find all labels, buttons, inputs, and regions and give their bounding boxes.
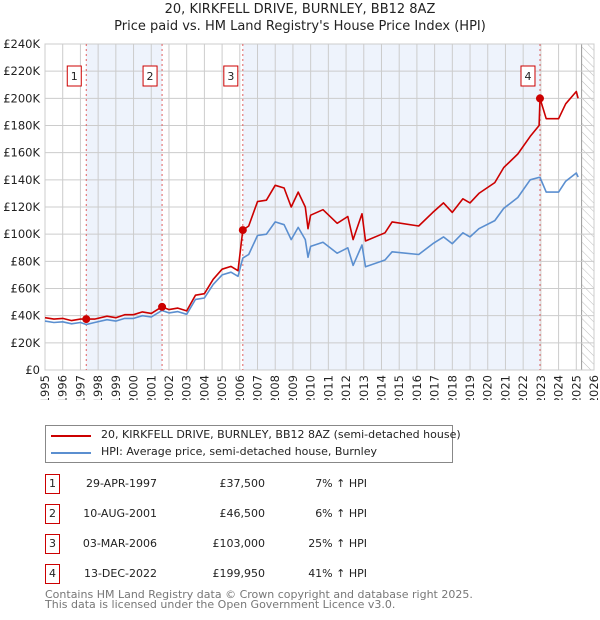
sale-row: 3 03-MAR-2006 £103,000 25% ↑ HPI <box>45 534 445 554</box>
x-tick-label: 2003 <box>180 375 194 400</box>
x-tick-label: 1996 <box>56 375 70 400</box>
x-tick-label: 2026 <box>587 375 600 400</box>
chart-subtitle: Price paid vs. HM Land Registry's House … <box>114 19 486 34</box>
y-tick-label: £80K <box>11 254 41 268</box>
x-tick-label: 2006 <box>233 375 247 400</box>
sale-number: 3 <box>45 534 60 554</box>
x-tick-label: 2023 <box>534 375 548 400</box>
x-tick-label: 2020 <box>481 375 495 400</box>
y-tick-label: £220K <box>3 64 40 78</box>
x-tick-label: 1995 <box>38 375 52 400</box>
sale-label-box <box>66 65 82 87</box>
x-tick-label: 1999 <box>109 375 123 400</box>
sale-label: 2 <box>147 70 154 83</box>
x-tick-label: 2009 <box>286 375 300 400</box>
hpi-line <box>44 172 579 326</box>
x-tick-label: 2010 <box>304 375 318 400</box>
sale-price: £46,500 <box>219 507 266 520</box>
price-chart: £0 £20K £40K £60K £80K £100K £120K £140K £160K £1… <box>3 37 600 400</box>
y-tick-label: £120K <box>3 200 40 214</box>
sale-point <box>535 94 544 103</box>
sale-hpi-diff: 25% ↑ HPI <box>308 537 367 550</box>
sale-hpi-diff: 7% ↑ HPI <box>315 477 367 490</box>
sale-date: 10-AUG-2001 <box>83 507 157 520</box>
sale-point <box>158 302 167 311</box>
y-tick-label: £240K <box>3 37 40 51</box>
sale-point <box>238 226 247 235</box>
x-tick-label: 2005 <box>215 375 229 400</box>
sale-label-box <box>520 65 536 87</box>
x-tick-label: 2014 <box>374 375 388 400</box>
y-tick-label: £100K <box>3 227 40 241</box>
sale-hpi-diff: 6% ↑ HPI <box>315 507 367 520</box>
sale-number: 4 <box>45 564 60 584</box>
sale-row: 2 10-AUG-2001 £46,500 6% ↑ HPI <box>45 504 445 524</box>
sale-row: 1 29-APR-1997 £37,500 7% ↑ HPI <box>45 474 445 494</box>
x-tick-label: 2001 <box>144 375 158 400</box>
sale-date: 13-DEC-2022 <box>83 567 157 580</box>
y-tick-label: £180K <box>3 119 40 133</box>
sale-number: 1 <box>45 474 60 494</box>
sale-hpi-diff: 41% ↑ HPI <box>308 567 367 580</box>
y-tick-label: £0 <box>25 363 40 377</box>
footer-licence: This data is licensed under the Open Gov… <box>45 598 396 611</box>
y-tick-label: £60K <box>11 282 41 296</box>
price-paid-line <box>44 90 579 322</box>
plot-border <box>44 43 595 371</box>
sale-date: 29-APR-1997 <box>85 477 157 490</box>
legend-swatch-red <box>51 435 91 437</box>
legend-item-property: 20, KIRKFELL DRIVE, BURNLEY, BB12 8AZ (s… <box>46 428 461 444</box>
sale-date: 03-MAR-2006 <box>82 537 157 550</box>
x-tick-label: 2015 <box>392 375 406 400</box>
chart-title: 20, KIRKFELL DRIVE, BURNLEY, BB12 8AZ <box>164 2 436 17</box>
x-tick-label: 2008 <box>268 375 282 400</box>
y-tick-label: £140K <box>3 173 40 187</box>
sale-price: £103,000 <box>212 537 266 550</box>
x-tick-label: 2022 <box>516 375 530 400</box>
x-tick-label: 1998 <box>91 375 105 400</box>
legend-swatch-blue <box>51 452 91 454</box>
x-tick-label: 2018 <box>445 375 459 400</box>
x-tick-label: 2017 <box>428 375 442 400</box>
y-tick-label: £40K <box>11 309 41 323</box>
legend: 20, KIRKFELL DRIVE, BURNLEY, BB12 8AZ (s… <box>45 425 461 463</box>
y-tick-label: £200K <box>3 91 40 105</box>
x-tick-label: 2000 <box>127 375 141 400</box>
x-tick-label: 2021 <box>498 375 512 400</box>
x-tick-label: 2024 <box>552 375 566 400</box>
sale-number: 2 <box>45 504 60 524</box>
sale-price: £37,500 <box>219 477 266 490</box>
sale-label: 3 <box>227 70 234 83</box>
x-tick-label: 2016 <box>410 375 424 400</box>
sale-row: 4 13-DEC-2022 £199,950 41% ↑ HPI <box>45 564 445 584</box>
sale-point <box>82 315 91 324</box>
x-tick-label: 2002 <box>162 375 176 400</box>
x-tick-label: 2004 <box>197 375 211 400</box>
x-tick-label: 2007 <box>251 375 265 400</box>
legend-item-hpi: HPI: Average price, semi-detached house,… <box>46 445 446 461</box>
y-tick-label: £160K <box>3 146 40 160</box>
sale-price: £199,950 <box>212 567 266 580</box>
x-tick-label: 2012 <box>339 375 353 400</box>
y-tick-label: £20K <box>11 336 41 350</box>
legend-label: HPI: Average price, semi-detached house,… <box>101 445 378 458</box>
x-tick-label: 2011 <box>321 375 335 400</box>
x-tick-label: 2013 <box>357 375 371 400</box>
x-tick-label: 2025 <box>569 375 583 400</box>
x-tick-label: 1997 <box>73 375 87 400</box>
x-tick-label: 2019 <box>463 375 477 400</box>
sale-label-box <box>223 65 239 87</box>
legend-label: 20, KIRKFELL DRIVE, BURNLEY, BB12 8AZ (s… <box>101 428 461 441</box>
sale-label-box <box>142 65 158 87</box>
sale-label: 1 <box>71 70 78 83</box>
footer-copyright: Contains HM Land Registry data © Crown c… <box>45 588 473 601</box>
sale-label: 4 <box>524 70 531 83</box>
